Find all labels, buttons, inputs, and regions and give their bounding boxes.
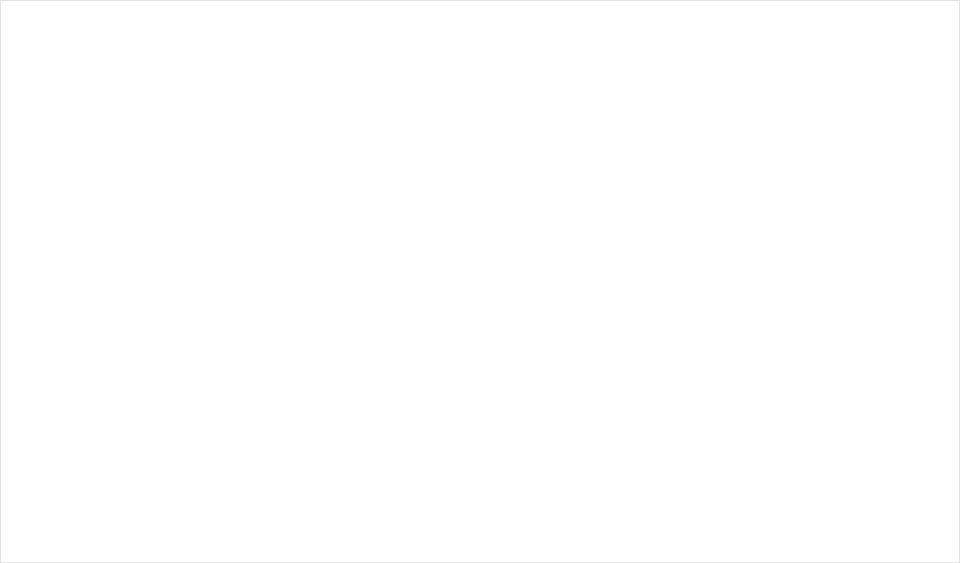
plot-area (1, 1, 960, 563)
opinion-polling-chart (0, 0, 960, 563)
